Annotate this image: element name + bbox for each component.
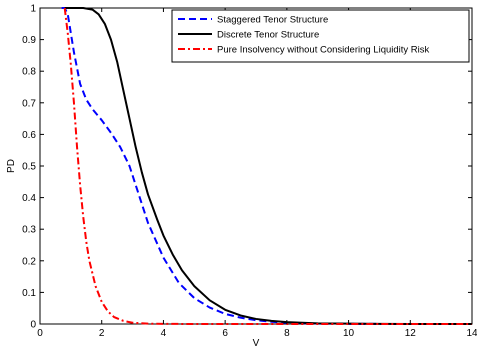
y-tick-label: 0.7 (22, 98, 36, 109)
x-tick-label: 6 (222, 328, 228, 339)
x-tick-label: 2 (99, 328, 105, 339)
legend-box (171, 9, 470, 63)
y-tick-label: 0.2 (22, 256, 36, 267)
y-tick-label: 0.3 (22, 225, 36, 236)
legend-label-2: Discrete Tenor Structure (217, 30, 319, 41)
y-tick-label: 0.9 (22, 35, 36, 46)
x-tick-label: 0 (37, 328, 43, 339)
x-tick-label: 4 (161, 328, 167, 339)
y-tick-label: 0.6 (22, 130, 36, 141)
x-tick-label: 12 (405, 328, 417, 339)
y-tick-label: 1 (30, 4, 36, 15)
x-tick-label: 10 (343, 328, 355, 339)
y-tick-label: 0.5 (22, 162, 36, 173)
x-axis-label: V (253, 338, 260, 349)
y-tick-label: 0.4 (22, 193, 36, 204)
y-tick-label: 0.1 (22, 288, 36, 299)
series-layer (61, 7, 472, 325)
series-line-3 (63, 7, 472, 325)
x-tick-label: 14 (466, 328, 477, 339)
y-tick-label: 0.8 (22, 67, 36, 78)
legend: Staggered Tenor Structure Discrete Tenor … (171, 9, 470, 63)
legend-label-3: Pure Insolvency without Considering Liqu… (217, 45, 430, 56)
y-tick-label: 0 (30, 320, 36, 331)
legend-label-1: Staggered Tenor Structure (217, 15, 328, 26)
tick-layer: 0 2 4 6 8 10 12 14 0 0.1 0.2 0.3 0.4 0.5 0.6 0.7 0.8 0.9 1 (22, 4, 477, 340)
y-axis-label: PD (6, 159, 17, 173)
x-tick-label: 8 (284, 328, 290, 339)
